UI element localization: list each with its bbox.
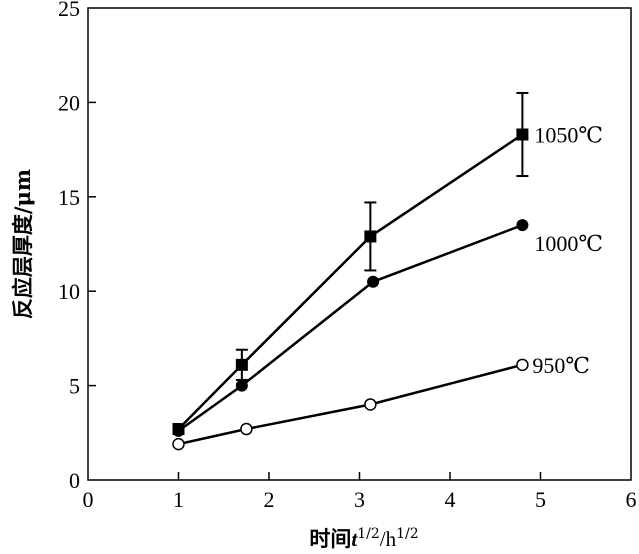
data-point-square xyxy=(516,128,529,141)
series-label: 1050℃ xyxy=(534,122,603,147)
y-axis-title: 反应层厚度/μm xyxy=(10,169,35,319)
y-tick-label: 10 xyxy=(58,279,80,304)
series-2 xyxy=(172,358,529,451)
x-tick-label: 0 xyxy=(83,487,94,512)
data-point-open-circle xyxy=(172,437,185,451)
x-tick-label: 4 xyxy=(445,487,456,512)
y-tick-label: 0 xyxy=(69,468,80,493)
series-line xyxy=(177,223,523,432)
x-axis-title-prefix: 时间 xyxy=(309,526,351,551)
x-axis-title-t: t xyxy=(351,527,358,551)
series-group xyxy=(172,91,529,451)
series-line xyxy=(177,133,524,430)
series-1 xyxy=(172,219,529,437)
series-0 xyxy=(172,91,529,436)
x-tick-label: 6 xyxy=(626,487,637,512)
series-label: 1000℃ xyxy=(534,231,603,256)
y-tick-label: 25 xyxy=(58,0,80,21)
data-point-square xyxy=(364,230,377,243)
data-point-circle xyxy=(367,275,380,288)
series-label: 950℃ xyxy=(532,353,590,378)
data-point-circle xyxy=(172,424,185,437)
y-tick-label: 20 xyxy=(58,90,80,115)
y-tick-label: 15 xyxy=(58,185,80,210)
y-tick-label: 5 xyxy=(69,374,80,399)
x-tick-label: 1 xyxy=(173,487,184,512)
x-tick-label: 2 xyxy=(264,487,275,512)
data-point-circle xyxy=(235,379,248,392)
data-point-open-circle xyxy=(240,422,253,436)
x-axis-title-h-exp: 1/2 xyxy=(396,526,419,542)
x-axis-title: 时间t1/2/h1/2 xyxy=(309,526,418,551)
x-axis-title-sep: /h xyxy=(380,527,397,551)
series-line xyxy=(178,363,523,446)
series-labels: 1050℃ 1000℃ 950℃ xyxy=(532,122,603,377)
x-tick-label: 5 xyxy=(535,487,546,512)
data-point-circle xyxy=(516,219,529,232)
data-point-open-circle xyxy=(364,398,377,411)
x-tick-label: 3 xyxy=(354,487,365,512)
data-point-open-circle xyxy=(516,358,529,372)
axis-ticks: 0 1 2 3 4 5 6 0 5 10 15 20 25 xyxy=(58,0,637,512)
data-point-square xyxy=(235,358,248,371)
x-axis-title-t-exp: 1/2 xyxy=(357,526,380,542)
